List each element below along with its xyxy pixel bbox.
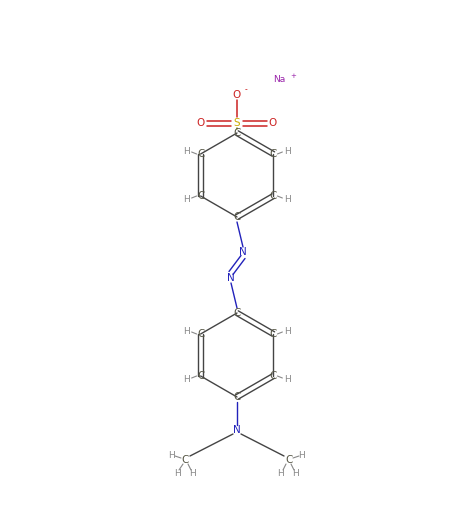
Text: C: C (233, 128, 241, 138)
Text: N: N (239, 247, 247, 257)
Text: C: C (197, 191, 204, 201)
Text: Na: Na (273, 76, 285, 85)
Text: O: O (197, 118, 205, 128)
Text: O: O (233, 90, 241, 100)
Text: H: H (299, 450, 305, 459)
Text: H: H (183, 374, 190, 384)
Text: C: C (270, 371, 277, 381)
Text: H: H (284, 326, 291, 336)
Text: C: C (270, 329, 277, 339)
Text: C: C (197, 371, 204, 381)
Text: C: C (270, 149, 277, 159)
Text: H: H (284, 147, 291, 156)
Text: H: H (169, 450, 175, 459)
Text: H: H (183, 326, 190, 336)
Text: H: H (183, 195, 190, 204)
Text: C: C (285, 455, 292, 465)
Text: +: + (290, 73, 296, 79)
Text: O: O (269, 118, 277, 128)
Text: H: H (284, 195, 291, 204)
Text: C: C (270, 191, 277, 201)
Text: H: H (183, 147, 190, 156)
Text: C: C (182, 455, 189, 465)
Text: C: C (197, 329, 204, 339)
Text: C: C (233, 308, 241, 318)
Text: C: C (233, 392, 241, 402)
Text: H: H (174, 469, 182, 478)
Text: H: H (190, 469, 196, 478)
Text: -: - (245, 86, 247, 94)
Text: S: S (234, 118, 240, 128)
Text: H: H (284, 374, 291, 384)
Text: H: H (292, 469, 300, 478)
Text: C: C (233, 212, 241, 222)
Text: H: H (278, 469, 284, 478)
Text: C: C (197, 149, 204, 159)
Text: N: N (233, 425, 241, 435)
Text: N: N (227, 273, 235, 283)
